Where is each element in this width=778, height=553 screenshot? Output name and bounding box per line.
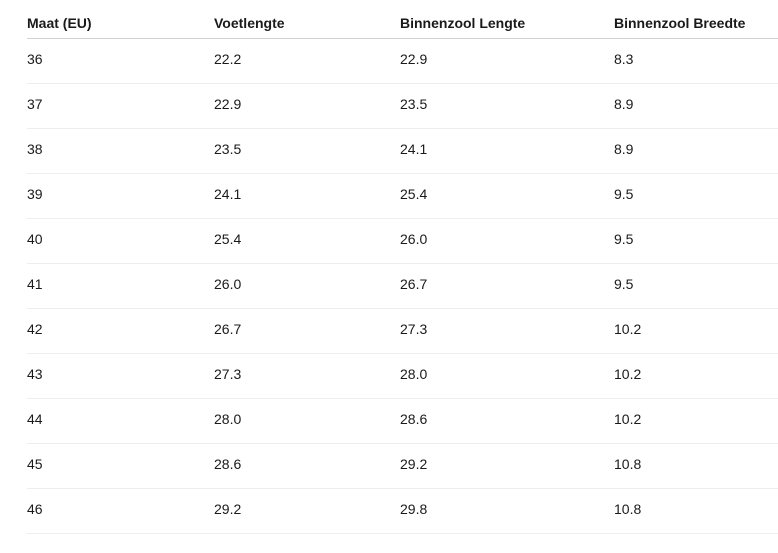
cell-maat-eu: 44 [27,398,214,444]
table-body: 36 22.2 22.9 8.3 37 22.9 23.5 8.9 38 23.5 24.1 8.9 3… [27,38,778,534]
cell-binnenzool-breedte: 10.2 [614,398,778,444]
table-row: 44 28.0 28.6 10.2 [27,398,778,444]
cell-binnenzool-lengte: 29.2 [400,443,614,489]
cell-maat-eu: 43 [27,353,214,399]
cell-voetlengte: 26.7 [214,308,400,354]
table-row: 41 26.0 26.7 9.5 [27,263,778,309]
cell-binnenzool-lengte: 28.0 [400,353,614,399]
cell-voetlengte: 24.1 [214,173,400,219]
cell-voetlengte: 22.2 [214,38,400,84]
table-row: 45 28.6 29.2 10.8 [27,443,778,489]
column-header-binnenzool-breedte: Binnenzool Breedte [614,0,778,39]
cell-maat-eu: 37 [27,83,214,129]
table-row: 36 22.2 22.9 8.3 [27,38,778,84]
cell-voetlengte: 22.9 [214,83,400,129]
cell-maat-eu: 40 [27,218,214,264]
cell-binnenzool-breedte: 9.5 [614,218,778,264]
cell-maat-eu: 41 [27,263,214,309]
table-row: 37 22.9 23.5 8.9 [27,83,778,129]
cell-binnenzool-breedte: 9.5 [614,173,778,219]
cell-binnenzool-breedte: 8.3 [614,38,778,84]
cell-voetlengte: 29.2 [214,488,400,534]
cell-binnenzool-lengte: 29.8 [400,488,614,534]
cell-binnenzool-lengte: 27.3 [400,308,614,354]
cell-binnenzool-lengte: 23.5 [400,83,614,129]
table-row: 40 25.4 26.0 9.5 [27,218,778,264]
table-row: 46 29.2 29.8 10.8 [27,488,778,534]
cell-voetlengte: 28.0 [214,398,400,444]
cell-maat-eu: 38 [27,128,214,174]
column-header-maat-eu: Maat (EU) [27,0,214,39]
cell-binnenzool-breedte: 10.8 [614,488,778,534]
cell-voetlengte: 23.5 [214,128,400,174]
cell-voetlengte: 26.0 [214,263,400,309]
table-header-row: Maat (EU) Voetlengte Binnenzool Lengte B… [27,0,778,39]
cell-maat-eu: 45 [27,443,214,489]
cell-binnenzool-lengte: 24.1 [400,128,614,174]
cell-maat-eu: 46 [27,488,214,534]
cell-binnenzool-breedte: 10.2 [614,353,778,399]
cell-binnenzool-lengte: 22.9 [400,38,614,84]
cell-voetlengte: 28.6 [214,443,400,489]
cell-maat-eu: 39 [27,173,214,219]
cell-binnenzool-lengte: 28.6 [400,398,614,444]
table-row: 43 27.3 28.0 10.2 [27,353,778,399]
table-row: 39 24.1 25.4 9.5 [27,173,778,219]
cell-binnenzool-breedte: 10.2 [614,308,778,354]
cell-binnenzool-lengte: 26.0 [400,218,614,264]
size-table: Maat (EU) Voetlengte Binnenzool Lengte B… [27,0,778,534]
table-header: Maat (EU) Voetlengte Binnenzool Lengte B… [27,0,778,39]
cell-binnenzool-lengte: 26.7 [400,263,614,309]
cell-maat-eu: 36 [27,38,214,84]
cell-voetlengte: 25.4 [214,218,400,264]
column-header-binnenzool-lengte: Binnenzool Lengte [400,0,614,39]
table-row: 38 23.5 24.1 8.9 [27,128,778,174]
table-row: 42 26.7 27.3 10.2 [27,308,778,354]
size-table-container: Maat (EU) Voetlengte Binnenzool Lengte B… [27,0,778,534]
cell-maat-eu: 42 [27,308,214,354]
cell-binnenzool-lengte: 25.4 [400,173,614,219]
column-header-voetlengte: Voetlengte [214,0,400,39]
cell-binnenzool-breedte: 8.9 [614,83,778,129]
cell-binnenzool-breedte: 8.9 [614,128,778,174]
cell-binnenzool-breedte: 9.5 [614,263,778,309]
cell-binnenzool-breedte: 10.8 [614,443,778,489]
cell-voetlengte: 27.3 [214,353,400,399]
